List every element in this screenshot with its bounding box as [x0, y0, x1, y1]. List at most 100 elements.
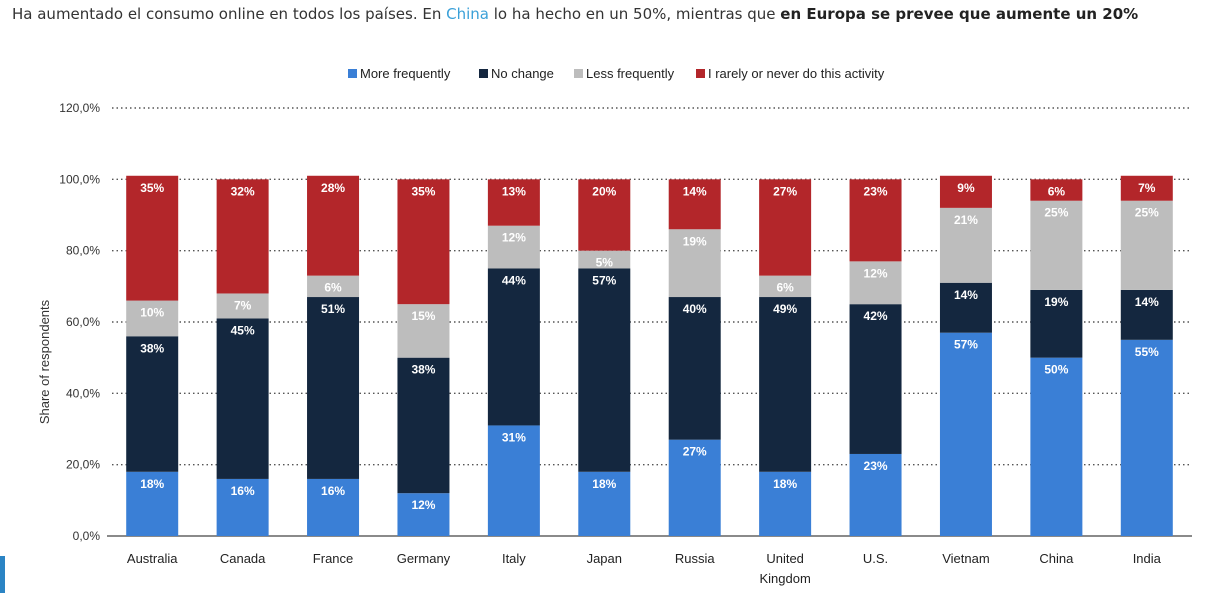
bar-segment	[1030, 357, 1083, 536]
data-label: 6%	[324, 281, 342, 295]
data-label: 42%	[864, 309, 888, 323]
data-label: 6%	[1048, 184, 1066, 198]
data-label: 19%	[683, 234, 707, 248]
data-label: 21%	[954, 213, 978, 227]
bar-segment	[849, 179, 902, 262]
data-label: 50%	[1044, 363, 1068, 377]
bar-segment	[759, 179, 812, 276]
legend-swatch	[574, 69, 583, 78]
bar-segment	[307, 175, 360, 276]
data-label: 32%	[231, 184, 255, 198]
legend-label: More frequently	[360, 66, 451, 81]
bar-segment	[216, 478, 269, 536]
data-label: 18%	[773, 477, 797, 491]
bar-segment	[487, 179, 540, 226]
bar-segment	[307, 478, 360, 536]
bar-segment	[939, 175, 992, 208]
headline-text-1: Ha aumentado el consumo online en todos …	[12, 5, 447, 23]
data-label: 16%	[321, 484, 345, 498]
x-tick-label: India	[1133, 551, 1162, 566]
y-tick-label: 40,0%	[66, 386, 100, 400]
bar-segment	[1120, 339, 1173, 536]
x-tick-label: Germany	[397, 551, 451, 566]
data-label: 18%	[140, 477, 164, 491]
bar-segment	[397, 179, 450, 305]
data-label: 9%	[957, 181, 975, 195]
bar-segment	[1030, 200, 1083, 290]
data-label: 25%	[1044, 206, 1068, 220]
legend-swatch	[479, 69, 488, 78]
data-label: 35%	[140, 181, 164, 195]
bar-segment	[668, 439, 721, 536]
data-label: 7%	[1138, 181, 1156, 195]
bar-segment	[849, 261, 902, 305]
bar-segment	[307, 297, 360, 479]
data-label: 51%	[321, 302, 345, 316]
data-label: 12%	[502, 231, 526, 245]
bar-segment	[578, 471, 631, 536]
data-label: 49%	[773, 302, 797, 316]
data-label: 5%	[596, 256, 614, 270]
legend-label: I rarely or never do this activity	[708, 66, 885, 81]
y-tick-label: 80,0%	[66, 244, 100, 258]
x-tick-label: Russia	[675, 551, 716, 566]
bar-segment	[939, 207, 992, 283]
data-label: 45%	[231, 323, 255, 337]
bar-segment	[216, 318, 269, 479]
data-label: 40%	[683, 302, 707, 316]
data-label: 44%	[502, 274, 526, 288]
bar-segment	[578, 268, 631, 472]
bar-segment	[1120, 175, 1173, 201]
accent-bar	[0, 556, 5, 593]
data-label: 55%	[1135, 345, 1159, 359]
bar-segment	[668, 229, 721, 298]
x-tick-label: Italy	[502, 551, 526, 566]
x-tick-label: Kingdom	[759, 571, 810, 586]
data-label: 31%	[502, 430, 526, 444]
x-tick-label: United	[766, 551, 804, 566]
x-tick-label: U.S.	[863, 551, 888, 566]
y-tick-label: 120,0%	[59, 101, 100, 115]
x-tick-label: Canada	[220, 551, 266, 566]
bar-segment	[216, 179, 269, 294]
bar-segment	[1030, 289, 1083, 358]
legend-swatch	[348, 69, 357, 78]
data-label: 19%	[1044, 295, 1068, 309]
data-label: 20%	[592, 184, 616, 198]
bar-segment	[397, 493, 450, 536]
bar-segment	[1120, 289, 1173, 340]
y-axis-title: Share of respondents	[37, 299, 52, 424]
data-label: 28%	[321, 181, 345, 195]
data-label: 23%	[864, 184, 888, 198]
data-label: 7%	[234, 298, 252, 312]
x-tick-label: Vietnam	[942, 551, 989, 566]
headline: Ha aumentado el consumo online en todos …	[12, 5, 1138, 23]
bar-segment	[397, 357, 450, 494]
data-label: 27%	[683, 445, 707, 459]
x-tick-label: China	[1039, 551, 1074, 566]
headline-text-2: lo ha hecho en un 50%, mientras que	[488, 5, 781, 23]
bar-segment	[216, 293, 269, 319]
y-tick-label: 20,0%	[66, 458, 100, 472]
legend-swatch	[696, 69, 705, 78]
bar-segment	[1030, 179, 1083, 201]
data-label: 13%	[502, 184, 526, 198]
bar-segment	[578, 179, 631, 251]
x-tick-label: Japan	[587, 551, 622, 566]
y-tick-label: 0,0%	[73, 529, 101, 543]
bar-segment	[397, 304, 450, 358]
bar-segment	[668, 179, 721, 230]
data-label: 57%	[954, 338, 978, 352]
data-label: 38%	[140, 341, 164, 355]
data-label: 14%	[954, 288, 978, 302]
bar-segment	[759, 297, 812, 472]
data-label: 15%	[411, 309, 435, 323]
bar-segment	[849, 453, 902, 536]
data-label: 23%	[864, 459, 888, 473]
bar-segment	[126, 336, 179, 472]
y-tick-label: 60,0%	[66, 315, 100, 329]
data-label: 10%	[140, 306, 164, 320]
data-label: 12%	[864, 266, 888, 280]
bar-segment	[939, 282, 992, 333]
headline-link-china[interactable]: China	[446, 5, 489, 23]
